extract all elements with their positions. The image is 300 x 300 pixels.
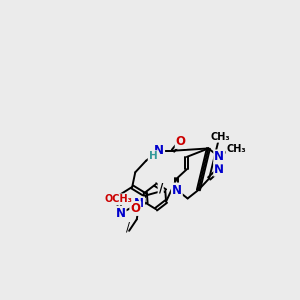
Text: N: N xyxy=(214,163,224,176)
Text: CH₃: CH₃ xyxy=(226,144,246,154)
Text: O: O xyxy=(130,202,140,215)
Text: O: O xyxy=(176,135,186,148)
Text: H: H xyxy=(148,151,158,161)
Text: OCH₃: OCH₃ xyxy=(104,194,132,204)
Text: N: N xyxy=(172,184,182,196)
Text: N: N xyxy=(116,207,126,220)
Text: N: N xyxy=(154,144,164,157)
Text: N: N xyxy=(214,150,224,164)
Text: /: / xyxy=(159,181,163,194)
Text: CH₃: CH₃ xyxy=(210,132,230,142)
Text: /: / xyxy=(126,220,130,233)
Text: N: N xyxy=(134,197,144,210)
